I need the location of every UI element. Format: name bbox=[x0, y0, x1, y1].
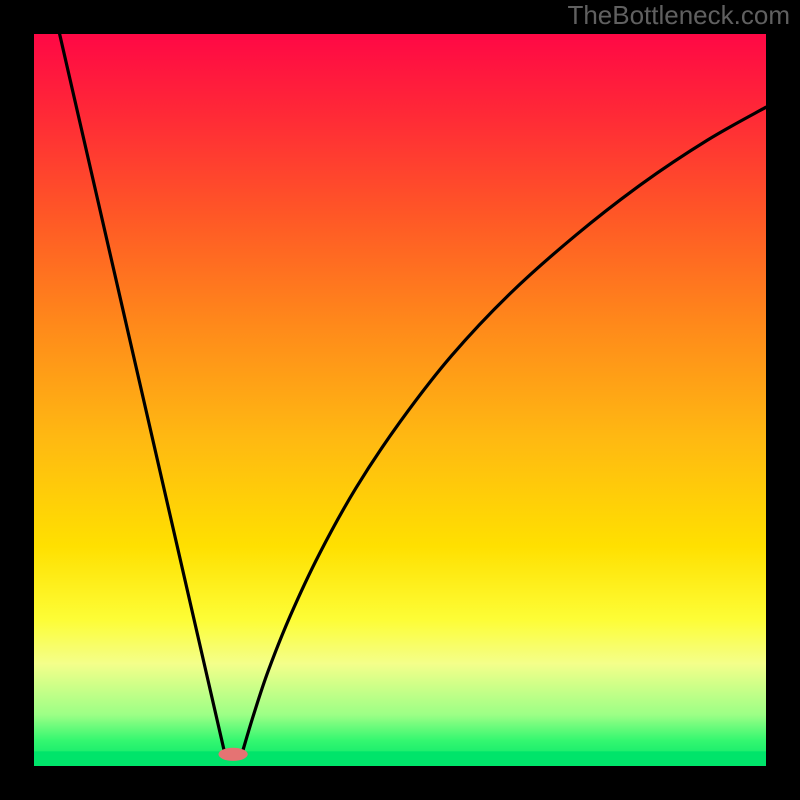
bottom-band bbox=[34, 751, 766, 766]
optimum-marker bbox=[218, 748, 247, 761]
chart-container: TheBottleneck.com bbox=[0, 0, 800, 800]
bottleneck-chart bbox=[0, 0, 800, 800]
